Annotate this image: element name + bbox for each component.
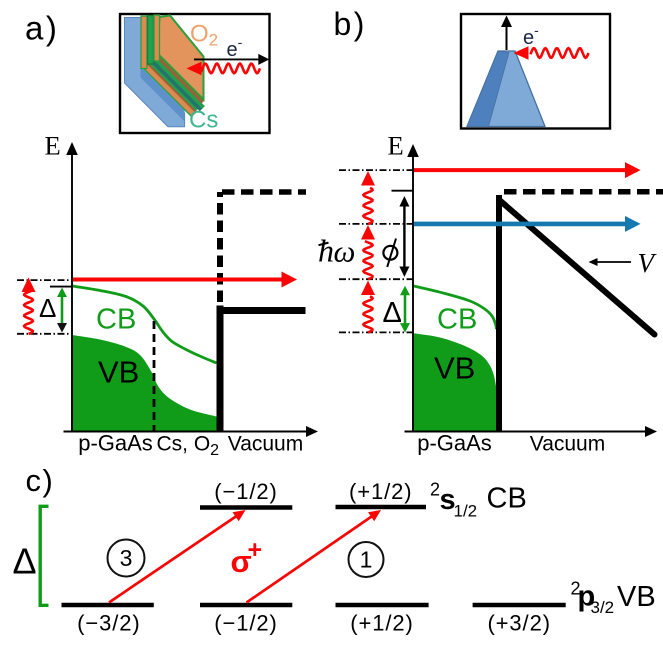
svg-text:(+3/2): (+3/2) (487, 611, 550, 636)
svg-text:Vacuum: Vacuum (228, 433, 303, 456)
svg-text:E: E (45, 131, 61, 161)
svg-text:VB: VB (434, 351, 475, 386)
svg-text:s: s (440, 484, 456, 516)
svg-text:Cs, O2: Cs, O2 (157, 433, 220, 460)
svg-text:E: E (388, 131, 404, 161)
svg-text:CB: CB (437, 304, 477, 336)
svg-text:c): c) (26, 463, 55, 498)
svg-text:Vacuum: Vacuum (530, 433, 605, 456)
svg-text:CB: CB (487, 483, 527, 515)
svg-text:3: 3 (120, 545, 133, 571)
svg-text:a): a) (25, 10, 59, 47)
svg-text:p: p (578, 581, 596, 613)
svg-text:σ: σ (231, 544, 252, 579)
svg-text:Cs: Cs (189, 107, 218, 134)
svg-text:(+1/2): (+1/2) (349, 479, 412, 504)
svg-text:ω: ω (334, 234, 356, 269)
svg-text:VB: VB (617, 581, 656, 613)
svg-text:1: 1 (360, 547, 373, 573)
svg-text:Δ: Δ (39, 293, 56, 323)
svg-text:+: + (248, 536, 263, 564)
svg-text:b): b) (334, 6, 367, 42)
svg-text:Δ: Δ (383, 297, 402, 329)
svg-text:1/2: 1/2 (454, 502, 478, 521)
svg-text:(−1/2): (−1/2) (214, 479, 277, 504)
svg-text:2: 2 (571, 579, 581, 599)
svg-text:CB: CB (96, 304, 136, 336)
svg-text:VB: VB (98, 355, 139, 390)
svg-text:2: 2 (430, 480, 440, 500)
svg-text:3/2: 3/2 (591, 598, 615, 617)
svg-text:(−1/2): (−1/2) (214, 611, 277, 636)
svg-text:p-GaAs: p-GaAs (78, 431, 153, 456)
svg-text:(+1/2): (+1/2) (350, 611, 413, 636)
svg-text:h: h (318, 233, 334, 269)
svg-text:V: V (638, 248, 658, 278)
svg-text:p-GaAs: p-GaAs (417, 431, 492, 456)
svg-text:(−3/2): (−3/2) (77, 611, 140, 636)
svg-text:Δ: Δ (13, 541, 37, 582)
